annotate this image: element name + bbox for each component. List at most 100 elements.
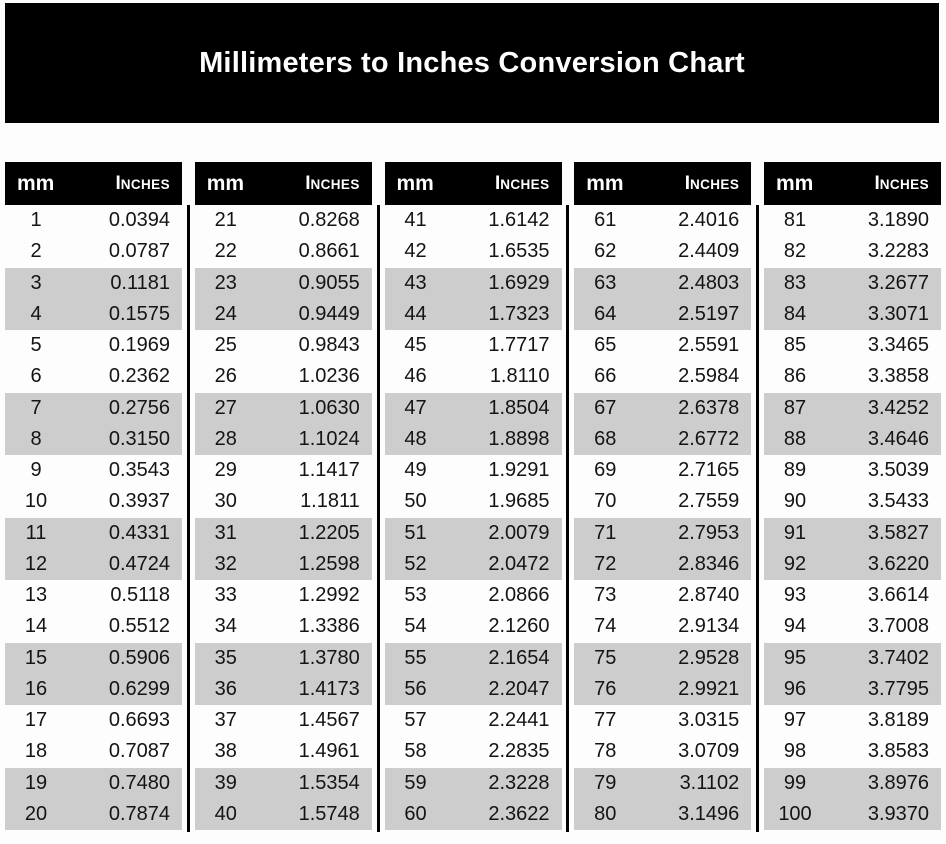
table-row: 57 2.2441	[385, 705, 562, 736]
mm-value: 6	[30, 365, 42, 388]
inches-value: 2.3228	[488, 771, 550, 794]
table-row: 20 0.7874	[5, 798, 182, 830]
page-title: Millimeters to Inches Conversion Chart	[199, 46, 745, 79]
table-row: 79 3.1102	[574, 767, 752, 799]
inches-value: 3.8583	[867, 740, 929, 763]
inches-value: 0.6693	[108, 709, 170, 732]
inches-value: 3.0709	[678, 740, 740, 763]
mm-value: 63	[594, 271, 617, 294]
table-row: 14 0.5512	[5, 611, 182, 642]
table-row: 22 0.8661	[195, 236, 372, 267]
inches-value: 1.4961	[298, 740, 360, 763]
inches-value: 1.4567	[298, 709, 360, 732]
mm-value: 47	[404, 396, 427, 419]
mm-value: 51	[404, 521, 427, 544]
table-row: 65 2.5591	[574, 330, 751, 361]
inches-value: 0.0394	[108, 209, 170, 232]
inches-value: 0.2756	[108, 396, 170, 419]
table-row: 21 0.8268	[195, 205, 372, 236]
table-row: 93 3.6614	[764, 580, 941, 611]
table-row: 68 2.6772	[574, 423, 752, 455]
mm-value: 66	[594, 365, 617, 388]
inches-value: 3.7008	[867, 615, 929, 638]
inches-value: 2.5591	[678, 334, 740, 357]
inches-value: 3.0315	[678, 709, 740, 732]
mm-value: 23	[214, 271, 237, 294]
inches-header-initial: I	[874, 173, 880, 194]
inches-value: 0.7480	[108, 771, 170, 794]
inches-value: 0.9055	[298, 271, 360, 294]
table-row: 26 1.0236	[195, 361, 372, 392]
mm-value: 13	[24, 584, 48, 607]
inches-header-rest: NCHES	[879, 177, 929, 192]
inches-value: 0.1969	[108, 334, 170, 357]
mm-value: 28	[214, 427, 237, 450]
mm-value: 3	[30, 271, 42, 294]
mm-value: 79	[594, 771, 617, 794]
inches-value: 1.6142	[488, 209, 550, 232]
table-header: mm INCHES	[384, 162, 562, 205]
inches-value: 2.2441	[488, 709, 550, 732]
inches-value: 1.5748	[298, 802, 360, 825]
mm-column-header: mm	[17, 172, 55, 195]
table-row: 32 1.2598	[194, 548, 372, 580]
mm-value: 5	[30, 334, 42, 357]
mm-value: 38	[214, 740, 237, 763]
mm-value: 56	[404, 677, 427, 700]
inches-value: 1.2992	[298, 584, 360, 607]
inches-column-header: INCHES	[685, 174, 740, 193]
table-row: 62 2.4409	[574, 236, 751, 267]
table-row: 63 2.4803	[574, 267, 752, 299]
inches-header-initial: I	[684, 173, 690, 194]
mm-value: 99	[783, 771, 807, 794]
table-row: 27 1.0630	[194, 392, 372, 424]
mm-value: 8	[30, 427, 42, 450]
inches-value: 1.1811	[300, 490, 360, 513]
mm-value: 36	[214, 677, 237, 700]
inches-value: 1.8110	[489, 365, 550, 388]
table-row: 8 0.3150	[5, 423, 182, 455]
inches-value: 3.5827	[867, 521, 929, 544]
mm-value: 14	[24, 615, 48, 638]
table-body: 1 0.0394 2 0.0787 3 0.1181 4 0.1575 5 0.…	[5, 205, 182, 830]
inches-value: 2.5984	[678, 365, 740, 388]
table-row: 78 3.0709	[574, 736, 751, 767]
inches-value: 0.3937	[108, 490, 170, 513]
table-row: 85 3.3465	[764, 330, 941, 361]
inches-value: 1.1417	[298, 459, 360, 482]
inches-value: 0.7087	[108, 740, 170, 763]
inches-value: 2.8740	[678, 584, 740, 607]
table-row: 73 2.8740	[574, 580, 751, 611]
mm-value: 88	[783, 427, 807, 450]
table-row: 72 2.8346	[574, 548, 752, 580]
mm-value: 69	[594, 459, 617, 482]
table-row: 81 3.1890	[764, 205, 941, 236]
inches-value: 2.7559	[678, 490, 740, 513]
title-banner: Millimeters to Inches Conversion Chart	[5, 3, 939, 123]
table-row: 25 0.9843	[195, 330, 372, 361]
mm-value: 61	[594, 209, 617, 232]
table-divider	[756, 205, 760, 832]
mm-column-header: mm	[776, 172, 814, 195]
inches-value: 3.1890	[867, 209, 929, 232]
mm-value: 95	[783, 646, 807, 669]
table-row: 10 0.3937	[5, 486, 182, 517]
table-row: 42 1.6535	[385, 236, 562, 267]
table-row: 88 3.4646	[764, 423, 941, 455]
inches-header-initial: I	[115, 173, 121, 194]
mm-value: 9	[30, 459, 42, 482]
table-row: 12 0.4724	[5, 548, 182, 580]
inches-value: 0.4724	[108, 552, 170, 575]
mm-value: 46	[404, 365, 427, 388]
mm-value: 90	[783, 490, 807, 513]
inches-header-rest: NCHES	[120, 177, 170, 192]
table-row: 38 1.4961	[195, 736, 372, 767]
mm-value: 84	[783, 302, 807, 325]
mm-value: 48	[404, 427, 427, 450]
table-body: 41 1.6142 42 1.6535 43 1.6929 44 1.7323 …	[384, 205, 562, 830]
mm-value: 16	[24, 677, 48, 700]
mm-value: 42	[404, 240, 427, 263]
inches-value: 1.2598	[298, 552, 360, 575]
table-row: 19 0.7480	[5, 767, 182, 799]
table-row: 71 2.7953	[574, 517, 752, 549]
